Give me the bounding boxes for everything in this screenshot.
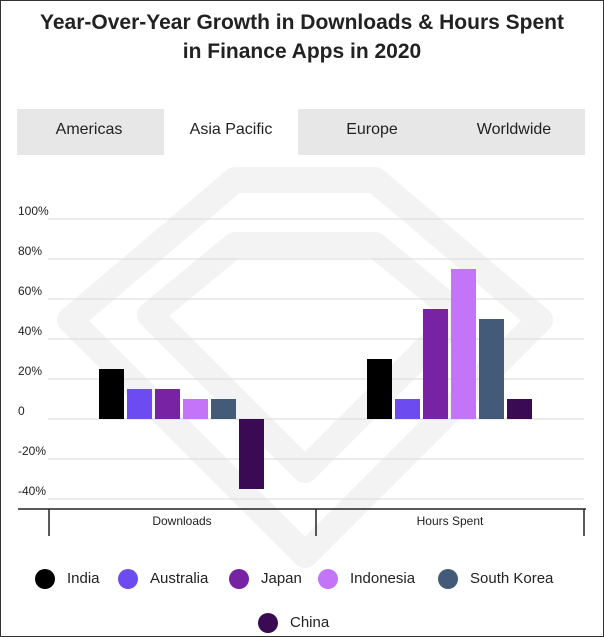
legend-label: Japan [261,570,302,587]
x-axis: Downloads Hours Spent [18,508,586,536]
y-tick-label: -20% [18,444,46,458]
tab-americas[interactable]: Americas [55,121,123,138]
x-category-label: Downloads [152,514,211,528]
x-category-label: Hours Spent [417,514,484,528]
legend-swatch [318,569,338,589]
bars [99,269,532,489]
y-tick-label: 80% [18,244,42,258]
legend-swatch [118,569,138,589]
tab-worldwide[interactable]: Worldwide [476,121,552,138]
tab-europe[interactable]: Europe [346,121,398,138]
legend-label: South Korea [470,570,554,587]
bar-indonesia-downloads[interactable] [183,399,208,419]
y-axis-ticks: 100% 80% 60% 40% 20% 0 -20% -40% [18,204,49,498]
legend-label: India [67,570,100,587]
legend-label: China [290,614,330,631]
chart-title: Year-Over-Year Growth in Downloads & Hou… [0,8,604,66]
legend-label: Indonesia [350,570,416,587]
legend-label: Australia [150,570,209,587]
bar-indonesia-hours-spent[interactable] [451,269,476,419]
tab-asia-pacific[interactable]: Asia Pacific [164,109,298,157]
y-tick-label: 0 [18,404,25,418]
bar-india-downloads[interactable] [99,369,124,419]
legend-swatch [258,613,278,633]
title-line-2: in Finance Apps in 2020 [182,40,422,63]
bar-japan-downloads[interactable] [155,389,180,419]
bar-china-hours-spent[interactable] [507,399,532,419]
y-tick-label: -40% [18,484,46,498]
region-tabs: Americas Asia Pacific Europe Worldwide [17,109,585,157]
y-tick-label: 40% [18,324,42,338]
legend-swatch [229,569,249,589]
y-tick-label: 60% [18,284,42,298]
bar-australia-hours-spent[interactable] [395,399,420,419]
y-tick-label: 100% [18,204,49,218]
diamond-logo-watermark [57,167,553,568]
title-line-1: Year-Over-Year Growth in Downloads & Hou… [40,11,564,34]
bar-australia-downloads[interactable] [127,389,152,419]
bar-japan-hours-spent[interactable] [423,309,448,419]
bar-china-downloads[interactable] [239,419,264,489]
bar-south-korea-downloads[interactable] [211,399,236,419]
bar-india-hours-spent[interactable] [367,359,392,419]
legend-swatch [438,569,458,589]
y-tick-label: 20% [18,364,42,378]
legend-swatch [35,569,55,589]
bar-south-korea-hours-spent[interactable] [479,319,504,419]
